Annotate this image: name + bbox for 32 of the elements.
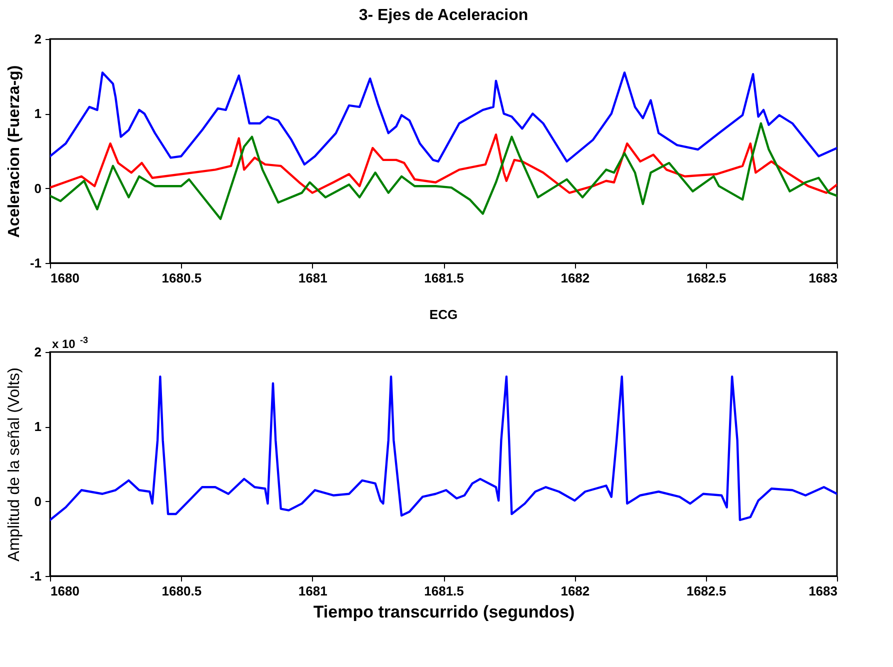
chart-title: ECG: [429, 307, 458, 322]
line-series: [50, 133, 837, 194]
chart-title: 3- Ejes de Aceleracion: [358, 7, 528, 24]
y-tick-label: -1: [30, 568, 42, 584]
text: x 10-3: [52, 335, 88, 351]
y-axis-title: Aceleracion (Fuerza-g): [6, 65, 23, 238]
y-tick-label: 2: [34, 32, 42, 46]
line-series: [50, 122, 837, 220]
y-tick-label: 0: [34, 180, 42, 196]
y-tick-label: 1: [34, 419, 42, 434]
y-axis-title: Amplitud de la señal (Volts): [6, 368, 23, 562]
x-tick-label: 1681: [298, 270, 328, 286]
x-tick-label: 1681.5: [424, 584, 464, 598]
line-series: [50, 376, 837, 522]
y-tick-label: 2: [34, 344, 42, 360]
x-tick-label: 1680: [50, 270, 80, 286]
x-tick-label: 1683: [808, 584, 838, 598]
x-tick-label: 1681.5: [424, 270, 464, 286]
x-tick-label: 1680.5: [162, 270, 202, 286]
x-tick-label: 1680: [50, 584, 80, 598]
x-tick-label: 1680.5: [162, 584, 202, 598]
y-tick-label: 1: [34, 106, 42, 122]
x-axis-title: Tiempo transcurrido (segundos): [313, 602, 575, 622]
x-tick-label: 1682: [560, 270, 590, 286]
x-tick-label: 1682.5: [686, 270, 726, 286]
y-tick-label: 0: [34, 494, 42, 509]
y-tick-label: -1: [30, 256, 42, 270]
line-series: [50, 72, 837, 166]
x-tick-label: 1682: [560, 584, 590, 598]
x-tick-label: 1681: [298, 584, 328, 598]
x-tick-label: 1683: [808, 270, 838, 286]
x-tick-label: 1682.5: [686, 584, 726, 598]
